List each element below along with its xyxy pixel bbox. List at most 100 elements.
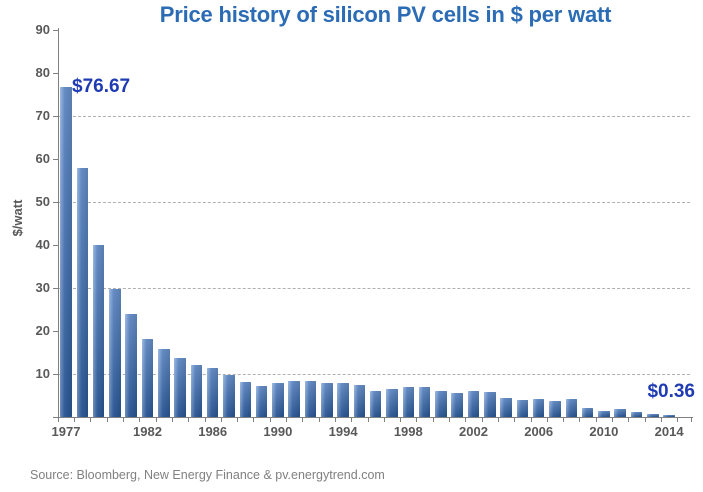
x-tick-label-2010: 2010 xyxy=(589,424,619,439)
bar-1998 xyxy=(402,387,415,417)
bar-1995 xyxy=(353,384,366,417)
bar-1988 xyxy=(239,382,252,417)
x-tick-26 xyxy=(481,418,483,422)
x-tick-38 xyxy=(677,418,679,422)
bar-2005 xyxy=(516,400,529,417)
bar-1980 xyxy=(109,289,121,417)
gridline-50 xyxy=(58,202,690,203)
y-axis-line xyxy=(58,28,59,418)
x-tick-36 xyxy=(644,418,646,422)
x-tick-label-1977: 1977 xyxy=(51,424,81,439)
y-tick-40 xyxy=(53,245,59,246)
x-tick-34 xyxy=(612,418,614,422)
x-tick-label-1998: 1998 xyxy=(393,424,423,439)
y-tick-label-70: 70 xyxy=(35,108,50,123)
x-tick-39 xyxy=(691,418,692,422)
bar-1996 xyxy=(369,391,382,417)
x-tick-label-1994: 1994 xyxy=(328,424,358,439)
y-tick-50 xyxy=(53,202,59,203)
y-tick-label-80: 80 xyxy=(35,65,50,80)
y-tick-30 xyxy=(53,288,59,289)
page-title: Price history of silicon PV cells in $ p… xyxy=(159,2,612,27)
y-tick-label-10: 10 xyxy=(35,366,50,381)
bar-1990 xyxy=(272,383,284,417)
bar-1983 xyxy=(158,349,170,417)
x-tick-16 xyxy=(318,418,320,422)
x-tick-35 xyxy=(628,418,630,422)
x-tick-14 xyxy=(286,418,288,422)
x-tick-label-1986: 1986 xyxy=(198,424,228,439)
bar-1986 xyxy=(206,368,219,417)
bar-1997 xyxy=(386,388,398,417)
y-tick-label-60: 60 xyxy=(35,151,50,166)
bar-1982 xyxy=(141,338,154,417)
bar-1979 xyxy=(92,245,105,417)
bar-2004 xyxy=(500,397,512,417)
x-tick-21 xyxy=(400,418,402,422)
x-tick-label-1990: 1990 xyxy=(263,424,293,439)
x-tick-17 xyxy=(334,418,336,422)
x-tick-2 xyxy=(90,418,92,422)
x-tick-31 xyxy=(563,418,565,422)
bar-2002 xyxy=(467,391,480,417)
x-tick-12 xyxy=(253,418,255,422)
bar-1993 xyxy=(321,383,333,417)
x-tick-30 xyxy=(546,418,548,422)
x-tick-label-2014: 2014 xyxy=(654,424,684,439)
y-tick-10 xyxy=(53,374,59,375)
x-tick-29 xyxy=(530,418,532,422)
y-tick-label-90: 90 xyxy=(35,22,50,37)
y-tick-label-30: 30 xyxy=(35,280,50,295)
x-tick-11 xyxy=(237,418,239,422)
y-tick-70 xyxy=(53,116,59,117)
bar-2014 xyxy=(663,415,675,417)
bar-2010 xyxy=(598,410,610,417)
bar-2007 xyxy=(549,400,561,417)
x-tick-label-2002: 2002 xyxy=(459,424,488,439)
x-tick-24 xyxy=(449,418,451,422)
bar-1987 xyxy=(223,374,235,417)
y-tick-60 xyxy=(53,159,59,160)
x-tick-3 xyxy=(106,418,108,422)
x-tick-label-2006: 2006 xyxy=(524,424,554,439)
x-tick-19 xyxy=(367,418,369,422)
y-tick-90 xyxy=(53,30,59,31)
x-axis-line xyxy=(58,417,693,418)
gridline-10 xyxy=(58,374,690,375)
x-tick-7 xyxy=(171,418,173,422)
x-tick-28 xyxy=(514,418,516,422)
x-tick-9 xyxy=(204,418,206,422)
x-tick-1 xyxy=(74,418,76,422)
bar-1992 xyxy=(304,381,317,417)
x-tick-8 xyxy=(188,418,190,422)
x-tick-33 xyxy=(595,418,597,422)
bar-1989 xyxy=(255,385,268,417)
y-tick-label-40: 40 xyxy=(35,237,50,252)
gridline-30 xyxy=(58,288,690,289)
y-tick-20 xyxy=(53,331,59,332)
bar-2009 xyxy=(581,408,594,417)
y-tick-0 xyxy=(53,417,59,418)
bar-1984 xyxy=(174,357,186,417)
x-tick-5 xyxy=(139,418,141,422)
bar-2001 xyxy=(451,392,463,417)
bar-2003 xyxy=(484,392,496,417)
bar-1991 xyxy=(288,381,300,417)
x-tick-13 xyxy=(269,418,271,422)
source-note: Source: Bloomberg, New Energy Finance & … xyxy=(30,468,385,482)
gridline-70 xyxy=(58,116,690,117)
y-tick-label-20: 20 xyxy=(35,323,50,338)
bar-1981 xyxy=(125,313,137,417)
x-tick-25 xyxy=(465,418,467,422)
bar-1994 xyxy=(337,382,349,417)
x-tick-10 xyxy=(220,418,222,422)
bar-1985 xyxy=(190,365,203,417)
bar-1977 xyxy=(60,87,72,417)
x-tick-15 xyxy=(302,418,304,422)
x-tick-4 xyxy=(123,418,125,422)
x-tick-27 xyxy=(497,418,499,422)
bar-1999 xyxy=(418,387,431,417)
x-tick-23 xyxy=(432,418,434,422)
bar-2000 xyxy=(435,391,447,417)
